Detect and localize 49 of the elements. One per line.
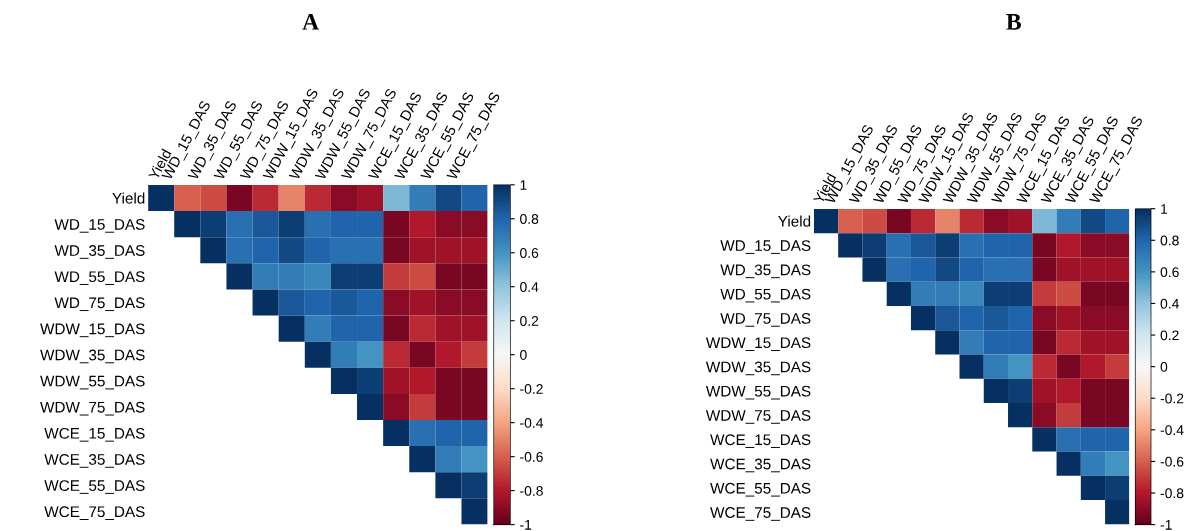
- color-bar-label: 0.2: [520, 316, 539, 326]
- y-tick-label: WDW_15_DAS: [705, 337, 811, 351]
- color-bar-label: 0: [520, 350, 527, 360]
- y-tick-label: WCE_55_DAS: [710, 482, 811, 497]
- y-tick-label: WDW_35_DAS: [705, 361, 811, 376]
- color-bar-label: -0.6: [520, 451, 543, 462]
- y-tick-label: WCE_15_DAS: [710, 434, 811, 449]
- color-bar-label: -0.2: [520, 384, 543, 394]
- y-tick-label: WD_75_DAS: [54, 297, 145, 312]
- y-tick-label: WCE_35_DAS: [44, 454, 145, 468]
- y-tick-label: WD_35_DAS: [54, 245, 145, 259]
- color-bar-label: 0.2: [1160, 330, 1179, 341]
- color-bar-label: 1: [1161, 204, 1168, 214]
- color-bar-label: 0.8: [1160, 235, 1179, 246]
- color-bar-label: 0.8: [520, 214, 539, 224]
- y-tick-label: WDW_75_DAS: [705, 410, 811, 424]
- y-tick-label: Yield: [778, 215, 811, 227]
- y-tick-label: WCE_35_DAS: [710, 458, 811, 473]
- color-bar-label: -1: [1160, 520, 1172, 530]
- color-bar-label: -0.4: [520, 418, 544, 428]
- y-tick-label: WDW_55_DAS: [40, 375, 145, 390]
- color-bar-label: 0.6: [1160, 267, 1179, 278]
- color-bar-label: -0.4: [1160, 425, 1184, 436]
- chart-title: B: [1006, 14, 1021, 30]
- color-bar-label: 0.4: [1160, 298, 1179, 309]
- y-tick-label: WCE_15_DAS: [44, 427, 145, 442]
- y-tick-label: WD_35_DAS: [720, 264, 811, 279]
- color-bar-label: -0.8: [520, 485, 543, 496]
- y-tick-label: WDW_55_DAS: [705, 385, 811, 400]
- y-tick-label: WD_75_DAS: [720, 312, 811, 327]
- y-tick-label: WCE_55_DAS: [44, 480, 145, 494]
- y-tick-label: WD_55_DAS: [54, 271, 145, 285]
- color-bar-label: -0.2: [1160, 393, 1184, 404]
- y-tick-label: WCE_75_DAS: [44, 506, 145, 520]
- chart-title: A: [302, 13, 319, 30]
- color-bar-label: 0: [1160, 361, 1168, 372]
- y-tick-label: WD_15_DAS: [54, 218, 145, 233]
- y-tick-label: WDW_15_DAS: [40, 323, 145, 338]
- color-bar-label: 0.4: [520, 282, 539, 292]
- color-bar-label: -0.6: [1160, 456, 1184, 467]
- y-tick-label: WDW_35_DAS: [40, 349, 145, 364]
- color-bar-label: 0.6: [520, 248, 539, 258]
- y-tick-label: WDW_75_DAS: [40, 401, 145, 416]
- y-tick-label: WD_15_DAS: [720, 240, 811, 254]
- color-bar-label: -1: [520, 520, 532, 530]
- color-bar-label: -0.8: [1160, 488, 1184, 499]
- y-tick-label: WD_55_DAS: [720, 288, 811, 303]
- color-bar-label: 1: [520, 180, 527, 190]
- y-tick-label: WCE_75_DAS: [710, 507, 811, 521]
